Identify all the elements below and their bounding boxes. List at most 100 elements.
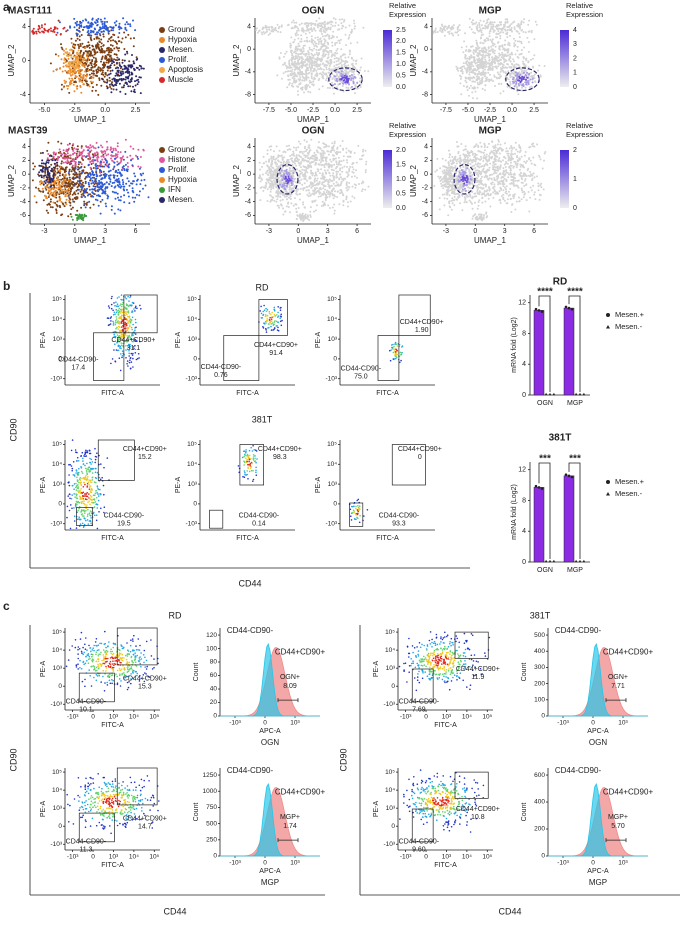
cell-dot (140, 179, 143, 182)
cell-dot (94, 190, 97, 192)
cell-dot (330, 37, 333, 40)
cell-dot (332, 68, 335, 71)
cell-dot (304, 159, 306, 162)
cell-dot (132, 45, 135, 48)
cell-dot (115, 53, 118, 56)
cell-dot (290, 36, 293, 39)
y-axis-label: UMAP_2 (232, 44, 241, 77)
cell-dot (443, 34, 446, 37)
legend-label: IFN (168, 185, 181, 194)
cell-dot (125, 21, 128, 24)
cell-dot (506, 63, 509, 65)
cell-dot (475, 27, 478, 30)
cell-dot (332, 92, 335, 95)
cell-dot (295, 79, 298, 82)
cell-dot (116, 145, 119, 148)
cell-dot (282, 151, 285, 153)
cell-dot (341, 18, 344, 21)
cell-dot (79, 57, 82, 59)
cell-dot (489, 30, 492, 32)
cell-dot (539, 74, 542, 77)
cell-dot (90, 146, 93, 149)
cell-dot (334, 52, 337, 55)
cell-dot (104, 27, 107, 30)
cell-dot (304, 53, 307, 55)
cell-dot (483, 46, 486, 49)
cell-dot (491, 63, 494, 66)
cell-dot (330, 58, 333, 61)
cell-dot (302, 201, 305, 204)
cell-dot (473, 58, 476, 61)
cell-dot (77, 57, 80, 60)
cell-dot (80, 193, 83, 196)
cell-dot (75, 24, 78, 27)
cell-dot (509, 60, 512, 63)
cell-dot (511, 53, 514, 56)
cell-dot (64, 195, 67, 197)
cell-dot (73, 47, 76, 50)
cell-dot (449, 27, 452, 30)
cell-dot (290, 66, 293, 69)
cell-dot (499, 70, 502, 73)
cell-dot (138, 190, 141, 193)
cell-dot (327, 47, 329, 49)
cell-dot (474, 90, 477, 93)
cell-dot (300, 48, 303, 51)
cell-dot (492, 48, 495, 51)
cell-dot (52, 155, 55, 158)
cell-dot (44, 171, 47, 174)
cell-dot (95, 46, 98, 49)
cell-dot (102, 33, 105, 36)
cell-dot (497, 65, 500, 68)
cell-dot (308, 144, 311, 147)
cell-dot (93, 173, 96, 176)
cell-dot (70, 37, 73, 40)
cell-dot (352, 77, 355, 80)
cell-dot (52, 193, 55, 195)
cell-dot (129, 81, 131, 84)
x-tick-label: -3 (266, 228, 272, 235)
cell-dot (128, 70, 131, 73)
cell-dot (75, 85, 78, 88)
cell-dot (476, 45, 479, 48)
cell-dot (303, 206, 306, 209)
cell-dot (520, 79, 523, 82)
cell-dot (290, 21, 293, 24)
cell-dot (104, 72, 107, 75)
cell-dot (49, 198, 52, 201)
cell-dot (506, 36, 509, 38)
legend-swatch (159, 187, 165, 193)
cell-dot (484, 84, 487, 87)
cell-dot (88, 158, 91, 161)
cell-dot (67, 85, 70, 87)
cell-dot (319, 47, 322, 50)
cell-dot (138, 76, 141, 79)
cell-dot (76, 34, 79, 37)
cell-dot (55, 208, 58, 211)
cell-dot (501, 67, 504, 70)
cell-dot (484, 89, 486, 92)
cell-dot (138, 194, 141, 197)
cell-dot (491, 50, 494, 53)
cell-dot (471, 45, 474, 48)
cell-dot (266, 152, 269, 155)
cell-dot (472, 80, 475, 83)
cell-dot (354, 25, 356, 28)
cell-dot (92, 81, 94, 84)
cell-dot (350, 79, 352, 81)
cell-dot (94, 198, 97, 201)
cell-dot (538, 64, 541, 67)
cell-dot (80, 196, 83, 199)
cell-dot (310, 27, 313, 29)
cell-dot (73, 151, 76, 154)
cell-dot (476, 86, 479, 89)
cell-dot (347, 56, 350, 59)
cell-dot (330, 68, 333, 71)
cell-dot (107, 40, 109, 43)
cell-dot (319, 161, 322, 164)
cell-dot (501, 44, 504, 47)
cell-dot (295, 164, 298, 167)
cell-dot (48, 187, 50, 190)
cell-dot (516, 45, 519, 48)
cell-dot (306, 57, 309, 60)
